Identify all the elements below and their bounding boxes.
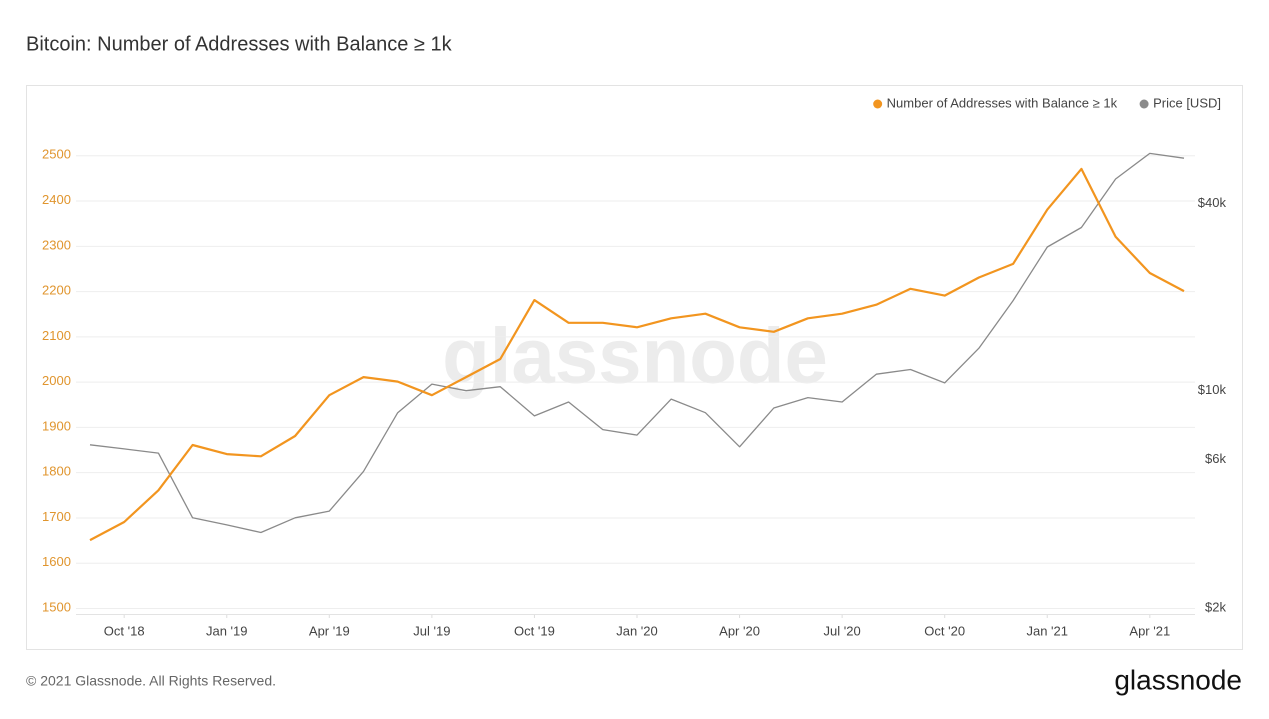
y2-tick-label: $2k: [1205, 599, 1226, 614]
chart-title: Bitcoin: Number of Addresses with Balanc…: [26, 33, 453, 55]
logo: glassnode: [1114, 664, 1242, 695]
y-tick-label: 2300: [42, 237, 71, 252]
y-tick-label: 1700: [42, 509, 71, 524]
legend-label: Number of Addresses with Balance ≥ 1k: [887, 95, 1118, 110]
y-tick-label: 2000: [42, 373, 71, 388]
x-tick-label: Apr '21: [1129, 623, 1170, 638]
x-tick-label: Jan '20: [616, 623, 658, 638]
x-tick-label: Jan '21: [1026, 623, 1068, 638]
y2-tick-label: $10k: [1198, 382, 1227, 397]
legend-swatch: [1139, 99, 1149, 109]
y-tick-label: 2400: [42, 192, 71, 207]
chart-frame: [26, 85, 1243, 650]
copyright: © 2021 Glassnode. All Rights Reserved.: [26, 673, 276, 689]
x-tick-label: Jul '20: [824, 623, 861, 638]
legend-swatch: [873, 99, 883, 109]
x-tick-label: Jan '19: [206, 623, 248, 638]
legend-label: Price [USD]: [1153, 95, 1221, 110]
series-line: [89, 152, 1185, 534]
y-tick-label: 1800: [42, 464, 71, 479]
y-tick-label: 2200: [42, 283, 71, 298]
y-tick-label: 1500: [42, 599, 71, 614]
x-tick-label: Apr '19: [309, 623, 350, 638]
x-tick-label: Oct '18: [104, 623, 145, 638]
y2-tick-label: $40k: [1198, 195, 1227, 210]
y-tick-label: 1900: [42, 418, 71, 433]
x-tick-label: Jul '19: [413, 623, 450, 638]
y-tick-label: 2500: [42, 147, 71, 162]
x-tick-label: Oct '19: [514, 623, 555, 638]
y-tick-label: 2100: [42, 328, 71, 343]
series-line: [89, 167, 1185, 542]
x-tick-label: Apr '20: [719, 623, 760, 638]
y2-tick-label: $6k: [1205, 451, 1226, 466]
x-tick-label: Oct '20: [924, 623, 965, 638]
y-tick-label: 1600: [42, 554, 71, 569]
